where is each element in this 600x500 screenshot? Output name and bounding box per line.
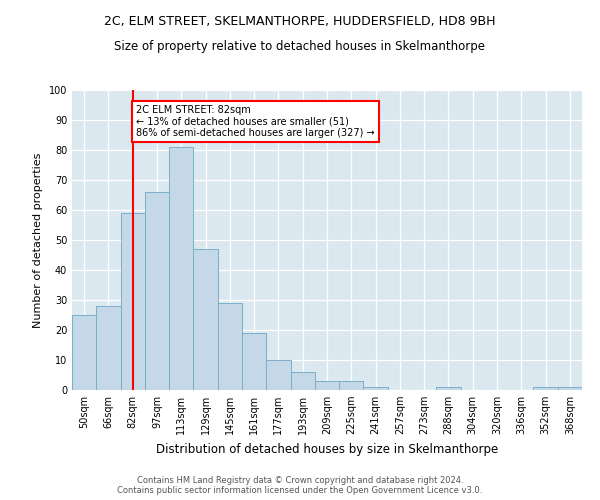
Text: Contains public sector information licensed under the Open Government Licence v3: Contains public sector information licen…	[118, 486, 482, 495]
Bar	[72, 315, 96, 390]
Text: Contains HM Land Registry data © Crown copyright and database right 2024.: Contains HM Land Registry data © Crown c…	[137, 476, 463, 485]
Bar	[145, 192, 169, 390]
Bar	[242, 333, 266, 390]
Bar	[364, 387, 388, 390]
Bar	[193, 249, 218, 390]
Text: 2C ELM STREET: 82sqm
← 13% of detached houses are smaller (51)
86% of semi-detac: 2C ELM STREET: 82sqm ← 13% of detached h…	[136, 105, 375, 138]
Bar	[96, 306, 121, 390]
Bar	[218, 303, 242, 390]
Bar	[290, 372, 315, 390]
Bar	[266, 360, 290, 390]
Bar	[436, 387, 461, 390]
Y-axis label: Number of detached properties: Number of detached properties	[33, 152, 43, 328]
X-axis label: Distribution of detached houses by size in Skelmanthorpe: Distribution of detached houses by size …	[156, 442, 498, 456]
Bar	[339, 381, 364, 390]
Text: 2C, ELM STREET, SKELMANTHORPE, HUDDERSFIELD, HD8 9BH: 2C, ELM STREET, SKELMANTHORPE, HUDDERSFI…	[104, 15, 496, 28]
Bar	[315, 381, 339, 390]
Text: Size of property relative to detached houses in Skelmanthorpe: Size of property relative to detached ho…	[115, 40, 485, 53]
Bar	[558, 387, 582, 390]
Bar	[533, 387, 558, 390]
Bar	[121, 213, 145, 390]
Bar	[169, 147, 193, 390]
